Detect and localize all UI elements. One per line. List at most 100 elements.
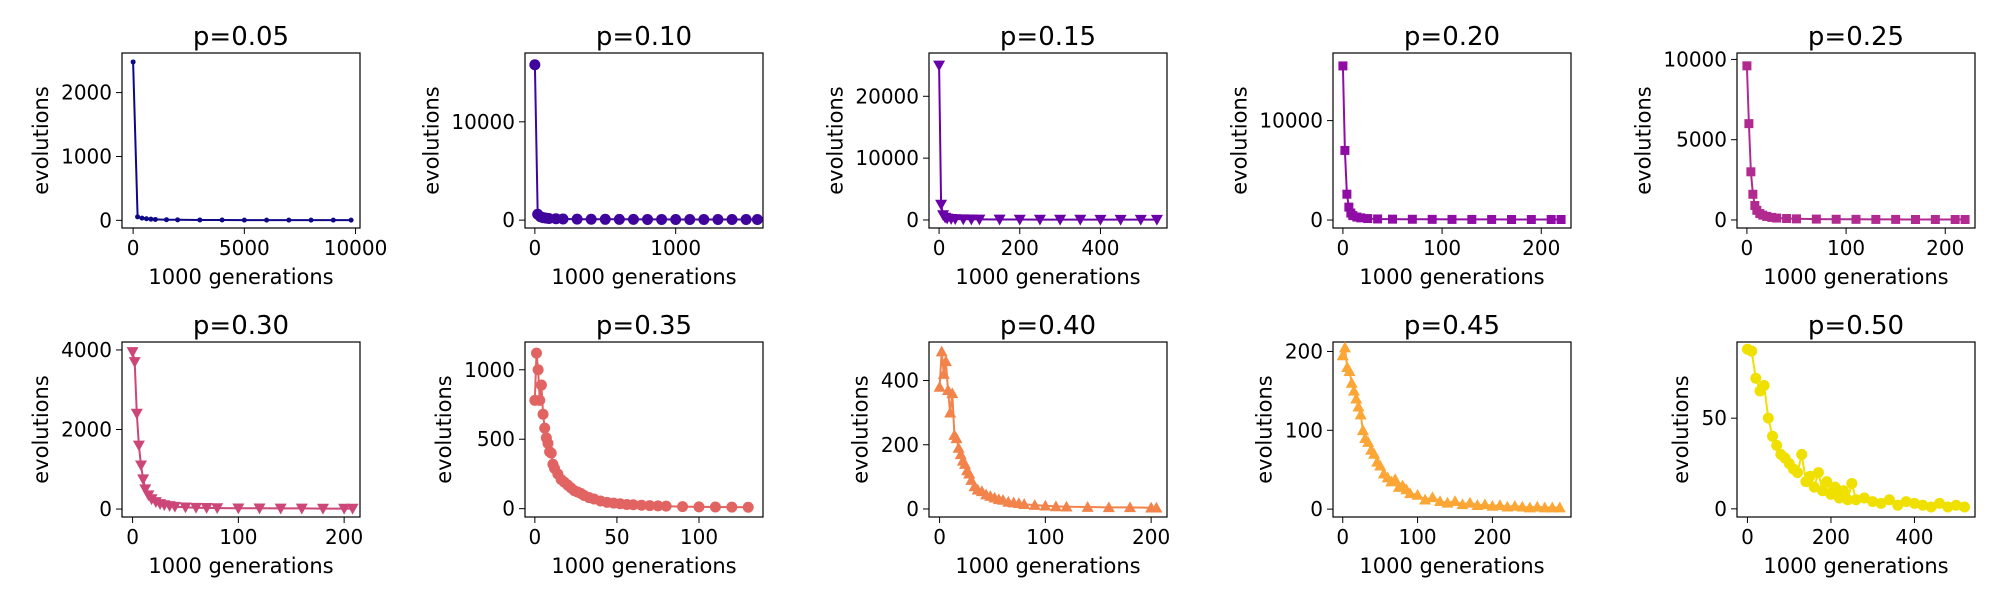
data-point-8: [950, 432, 963, 444]
x-axis-label: 1000 generations: [1359, 265, 1544, 289]
series-1: [1741, 343, 1971, 513]
data-point-27: [1858, 492, 1870, 504]
data-point-2: [1342, 189, 1352, 199]
data-point-19: [1389, 473, 1402, 484]
data-point-31: [644, 500, 656, 512]
x-tick-label: 100: [1423, 236, 1461, 260]
data-point-6: [946, 387, 959, 399]
data-point-8: [1762, 211, 1772, 221]
x-axis-ticks: 0 100 200: [1741, 228, 1964, 260]
data-point-33: [1908, 497, 1920, 509]
data-point-17: [211, 503, 224, 515]
x-axis-ticks: 0 5000 10000: [127, 228, 387, 260]
y-tick-label: 0: [1714, 208, 1727, 232]
y-axis-label: evolutions: [1253, 375, 1277, 484]
data-point-3: [1343, 365, 1356, 376]
y-tick-label: 200: [881, 433, 919, 457]
data-point-15: [348, 217, 354, 223]
data-point-3: [132, 440, 145, 452]
data-point-19: [1556, 214, 1566, 224]
data-point-15: [670, 213, 682, 225]
data-point-2: [130, 408, 143, 420]
data-point-9: [973, 214, 986, 226]
y-axis-ticks: 0 2000 4000: [61, 338, 122, 521]
y-tick-label: 0: [502, 497, 515, 521]
x-tick-label: 0: [126, 525, 139, 549]
data-point-15: [190, 502, 203, 514]
data-point-4: [135, 460, 148, 472]
y-tick-label: 100: [1285, 418, 1323, 442]
data-point-35: [1493, 499, 1506, 510]
data-point-2: [1750, 372, 1762, 384]
data-point-5: [944, 406, 957, 418]
data-point-5: [137, 474, 150, 486]
x-tick-label: 5000: [219, 236, 270, 260]
x-tick-label: 50: [604, 525, 629, 549]
data-point-1: [1340, 145, 1350, 155]
data-point-16: [200, 503, 213, 514]
data-point-10: [241, 217, 247, 223]
y-axis-label: evolutions: [1228, 86, 1252, 195]
y-tick-label: 500: [477, 427, 515, 451]
data-point-15: [1804, 470, 1816, 482]
subplot-title: p=0.35: [596, 311, 692, 341]
y-tick-label: 200: [1285, 339, 1323, 363]
series-1: [529, 59, 763, 226]
y-tick-label: 0: [1714, 497, 1727, 521]
data-point-39: [1959, 501, 1971, 513]
y-axis-label: evolutions: [420, 86, 444, 195]
y-tick-label: 10000: [1259, 109, 1323, 133]
x-tick-label: 0: [1337, 236, 1350, 260]
data-point-19: [726, 214, 738, 226]
data-point-18: [1911, 214, 1920, 224]
data-point-1: [935, 345, 948, 357]
x-tick-label: 200: [1926, 236, 1964, 260]
x-axis-ticks: 0 100 200: [1337, 228, 1560, 260]
data-point-32: [1900, 496, 1912, 508]
data-point-9: [1356, 424, 1369, 436]
data-point-20: [274, 503, 287, 515]
x-tick-label: 200: [1522, 236, 1560, 260]
y-tick-label: 10000: [1663, 47, 1727, 71]
data-point-16: [684, 213, 696, 225]
data-point-8: [1354, 408, 1367, 420]
data-point-1: [1338, 341, 1351, 353]
data-point-2: [139, 215, 145, 221]
data-point-19: [253, 503, 266, 515]
data-point-4: [535, 379, 547, 391]
x-tick-label: 100: [680, 525, 718, 549]
data-point-11: [264, 217, 270, 223]
y-axis-label: evolutions: [432, 375, 456, 484]
series-line: [132, 61, 352, 222]
data-point-15: [1851, 214, 1861, 224]
plot-area-frame: [928, 341, 1168, 518]
data-point-15: [1487, 214, 1497, 224]
subplot-10: p=0.50 0 200 400 0 50 1000 generations evolutio…: [1669, 311, 1976, 578]
series-1: [1338, 61, 1566, 224]
data-point-12: [1792, 467, 1804, 479]
y-axis-label: evolutions: [824, 86, 848, 195]
data-point-8: [571, 213, 583, 225]
data-point-3: [1748, 189, 1758, 199]
x-tick-label: 100: [1026, 525, 1064, 549]
data-point-24: [1411, 488, 1424, 500]
data-point-15: [1094, 214, 1107, 226]
data-point-4: [1758, 380, 1770, 392]
data-point-1: [1746, 345, 1758, 357]
data-point-5: [537, 408, 549, 420]
data-point-7: [1352, 400, 1365, 412]
x-axis-label: 1000 generations: [551, 265, 736, 289]
data-point-5: [1347, 384, 1360, 396]
x-tick-label: 400: [1081, 236, 1119, 260]
data-point-7: [957, 214, 970, 226]
data-point-6: [163, 217, 169, 223]
y-tick-label: 0: [1310, 497, 1323, 521]
x-tick-label: 200: [1132, 525, 1170, 549]
data-point-28: [1867, 496, 1879, 508]
y-tick-label: 10000: [451, 110, 515, 134]
data-point-10: [545, 447, 557, 459]
plot-area-frame: [121, 341, 361, 518]
data-point-32: [1081, 501, 1094, 512]
